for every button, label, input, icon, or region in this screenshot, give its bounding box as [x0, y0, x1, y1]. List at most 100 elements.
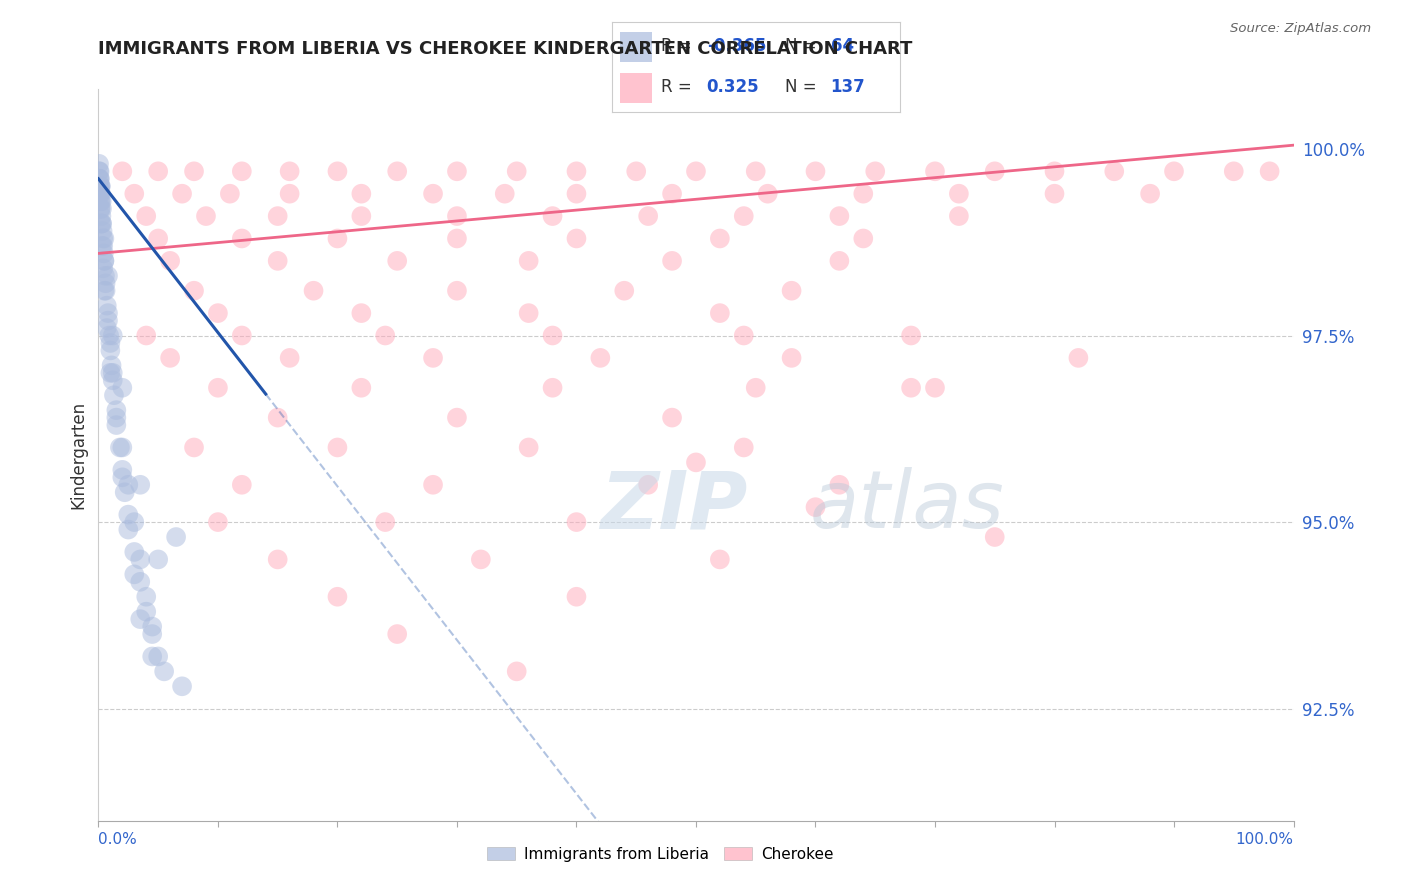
Point — [183, 164, 205, 178]
Point — [385, 627, 409, 641]
Point — [446, 164, 468, 178]
Point — [135, 590, 157, 604]
Point — [1139, 186, 1161, 201]
Point — [148, 231, 170, 245]
Point — [326, 441, 349, 455]
Point — [207, 515, 229, 529]
Point — [117, 508, 139, 522]
Point — [89, 202, 111, 216]
Point — [91, 202, 114, 216]
Point — [517, 306, 540, 320]
Point — [90, 179, 112, 194]
Point — [89, 186, 111, 201]
Point — [91, 231, 114, 245]
Point — [114, 485, 136, 500]
Point — [350, 381, 373, 395]
Point — [91, 239, 114, 253]
Point — [108, 441, 131, 455]
Point — [98, 335, 122, 350]
Point — [278, 186, 301, 201]
Point — [267, 209, 290, 223]
Point — [900, 381, 922, 395]
Point — [183, 441, 205, 455]
Point — [98, 328, 121, 343]
Point — [924, 381, 946, 395]
Point — [93, 253, 115, 268]
Point — [661, 410, 683, 425]
Point — [589, 351, 612, 365]
Point — [637, 209, 659, 223]
Point — [685, 455, 707, 469]
Point — [613, 284, 636, 298]
Point — [924, 164, 946, 178]
Point — [1043, 164, 1066, 178]
Point — [231, 164, 253, 178]
Point — [565, 231, 588, 245]
Point — [103, 388, 125, 402]
Point — [91, 217, 114, 231]
Point — [565, 186, 588, 201]
Point — [278, 164, 301, 178]
Point — [105, 410, 128, 425]
Point — [98, 343, 122, 358]
Point — [733, 441, 755, 455]
Text: N =: N = — [785, 37, 821, 55]
Point — [97, 313, 120, 327]
Point — [194, 209, 218, 223]
Point — [90, 217, 112, 231]
Point — [984, 164, 1007, 178]
Point — [141, 619, 163, 633]
Point — [96, 321, 118, 335]
Point — [90, 209, 112, 223]
Point — [1163, 164, 1185, 178]
Point — [135, 328, 157, 343]
Point — [89, 179, 111, 194]
Point — [565, 590, 588, 604]
Point — [541, 328, 564, 343]
FancyBboxPatch shape — [620, 73, 652, 103]
Point — [1067, 351, 1090, 365]
Point — [90, 186, 112, 201]
Point — [780, 351, 803, 365]
Point — [326, 590, 349, 604]
Point — [506, 164, 529, 178]
Point — [733, 209, 755, 223]
Point — [148, 552, 170, 566]
Point — [117, 523, 139, 537]
Point — [446, 209, 468, 223]
Point — [90, 194, 112, 209]
Point — [374, 515, 396, 529]
Point — [101, 328, 124, 343]
Point — [148, 649, 170, 664]
Point — [984, 530, 1007, 544]
Point — [93, 246, 115, 260]
Point — [231, 328, 253, 343]
Point — [93, 253, 115, 268]
Point — [111, 470, 134, 484]
Point — [626, 164, 648, 178]
Point — [948, 186, 970, 201]
Point — [852, 186, 875, 201]
Point — [91, 239, 114, 253]
Point — [494, 186, 516, 201]
Point — [87, 157, 110, 171]
Point — [267, 253, 290, 268]
Point — [565, 164, 588, 178]
Point — [91, 217, 114, 231]
Point — [97, 306, 120, 320]
Point — [100, 359, 122, 373]
Point — [94, 284, 117, 298]
Point — [89, 164, 111, 178]
Point — [302, 284, 325, 298]
Point — [470, 552, 492, 566]
Point — [129, 612, 152, 626]
Point — [141, 649, 163, 664]
Point — [506, 665, 529, 679]
Point — [207, 306, 229, 320]
Point — [948, 209, 970, 223]
Legend: Immigrants from Liberia, Cherokee: Immigrants from Liberia, Cherokee — [481, 840, 839, 868]
Point — [804, 164, 827, 178]
Point — [900, 328, 922, 343]
Point — [422, 477, 444, 491]
Point — [637, 477, 659, 491]
